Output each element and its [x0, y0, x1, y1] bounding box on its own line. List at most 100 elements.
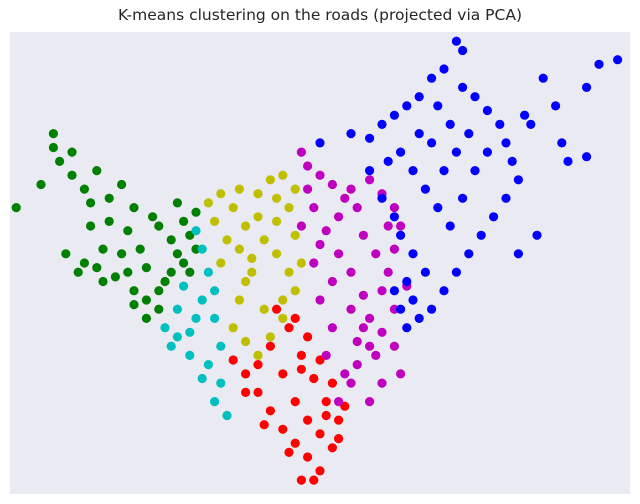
cluster-1-point-7 [203, 360, 213, 370]
cluster-4-point-26 [303, 184, 313, 194]
cluster-3-point-15 [272, 304, 282, 314]
cluster-4-point-19 [352, 336, 362, 347]
cluster-2-point-15 [253, 350, 263, 360]
cluster-5-point-38 [458, 193, 468, 203]
cluster-4-point-31 [321, 350, 331, 360]
cluster-0-point-22 [98, 244, 108, 254]
cluster-5-point-40 [482, 147, 492, 157]
cluster-3-point-30 [309, 475, 319, 485]
cluster-2-point-2 [234, 184, 244, 194]
cluster-0-point-45 [185, 267, 195, 277]
cluster-0-point-43 [98, 276, 108, 287]
cluster-5-point-42 [451, 147, 461, 157]
cluster-2-point-17 [278, 313, 288, 323]
cluster-4-point-4 [346, 184, 356, 194]
cluster-4-point-39 [371, 350, 381, 360]
cluster-0-point-16 [160, 276, 170, 287]
cluster-0-point-12 [79, 258, 89, 268]
cluster-5-point-10 [470, 92, 480, 102]
cluster-2-point-12 [234, 295, 244, 305]
cluster-3-point-28 [259, 420, 269, 430]
cluster-5-point-37 [445, 221, 455, 231]
cluster-2-point-29 [216, 258, 226, 268]
cluster-5-point-22 [427, 304, 437, 314]
cluster-4-point-44 [365, 397, 375, 407]
cluster-5-point-63 [408, 295, 418, 305]
cluster-5-point-26 [402, 276, 412, 287]
cluster-0-point-24 [73, 267, 83, 277]
cluster-0-point-39 [166, 267, 176, 277]
cluster-2-point-10 [247, 253, 257, 263]
cluster-5-point-31 [365, 166, 375, 176]
cluster-4-point-28 [309, 258, 319, 268]
cluster-2-point-8 [272, 216, 282, 226]
cluster-4-point-8 [396, 221, 406, 231]
cluster-5-point-28 [396, 230, 406, 240]
cluster-5-point-60 [532, 230, 542, 240]
cluster-4-point-36 [334, 212, 344, 222]
cluster-0-point-23 [92, 263, 102, 273]
cluster-4-point-29 [315, 295, 325, 305]
cluster-1-point-18 [172, 332, 182, 342]
cluster-3-point-14 [284, 323, 294, 333]
cluster-5-point-7 [427, 73, 437, 83]
cluster-4-point-30 [327, 323, 337, 333]
cluster-2-point-22 [241, 221, 251, 231]
cluster-5-point-30 [377, 193, 387, 203]
cluster-4-point-22 [346, 267, 356, 277]
cluster-0-point-11 [61, 249, 71, 259]
cluster-5-point-61 [513, 249, 524, 259]
cluster-5-point-5 [402, 101, 412, 111]
cluster-0-point-2 [55, 156, 65, 166]
cluster-0-point-38 [179, 216, 189, 226]
cluster-0-point-36 [79, 184, 89, 194]
cluster-2-point-27 [259, 304, 269, 314]
cluster-2-point-1 [216, 189, 226, 199]
cluster-1-point-13 [197, 295, 207, 305]
cluster-4-point-21 [358, 290, 368, 300]
cluster-0-point-41 [154, 304, 164, 314]
cluster-0-point-25 [154, 286, 164, 296]
cluster-5-point-17 [489, 212, 499, 222]
cluster-5-point-41 [464, 129, 474, 139]
cluster-5-point-15 [513, 175, 524, 185]
cluster-2-point-14 [241, 336, 251, 347]
cluster-0-point-10 [86, 221, 96, 231]
cluster-0-point-40 [141, 313, 151, 323]
cluster-3-point-11 [321, 397, 331, 407]
cluster-0-point-3 [48, 142, 59, 153]
cluster-4-point-10 [383, 267, 393, 277]
cluster-5-point-2 [365, 133, 375, 143]
cluster-4-point-41 [389, 341, 399, 351]
cluster-4-point-37 [346, 304, 356, 314]
cluster-5-point-47 [445, 119, 455, 129]
cluster-2-point-5 [278, 170, 288, 180]
cluster-1-point-17 [191, 313, 201, 323]
cluster-1-point-12 [185, 327, 195, 337]
cluster-1-point-8 [216, 378, 226, 388]
cluster-4-point-46 [315, 239, 325, 250]
cluster-5-point-56 [594, 59, 604, 69]
cluster-5-point-27 [408, 249, 418, 259]
cluster-4-point-9 [389, 244, 399, 254]
data-points [11, 36, 623, 485]
cluster-1-point-15 [210, 313, 220, 323]
cluster-3-point-25 [290, 313, 300, 323]
cluster-0-point-35 [86, 198, 96, 208]
cluster-4-point-11 [377, 286, 387, 296]
cluster-4-point-24 [321, 226, 331, 236]
cluster-1-point-3 [172, 304, 182, 314]
cluster-4-point-27 [296, 221, 306, 231]
cluster-2-point-0 [203, 198, 213, 208]
cluster-5-point-44 [427, 138, 437, 148]
cluster-3-point-20 [315, 429, 325, 439]
cluster-5-point-45 [414, 129, 424, 139]
cluster-3-point-22 [327, 378, 337, 388]
cluster-3-point-4 [278, 424, 288, 434]
cluster-5-point-21 [439, 286, 449, 296]
cluster-4-point-34 [383, 221, 393, 231]
cluster-5-point-0 [315, 138, 325, 148]
cluster-2-point-3 [253, 189, 263, 199]
cluster-3-point-10 [334, 415, 344, 425]
cluster-0-point-17 [179, 258, 189, 268]
